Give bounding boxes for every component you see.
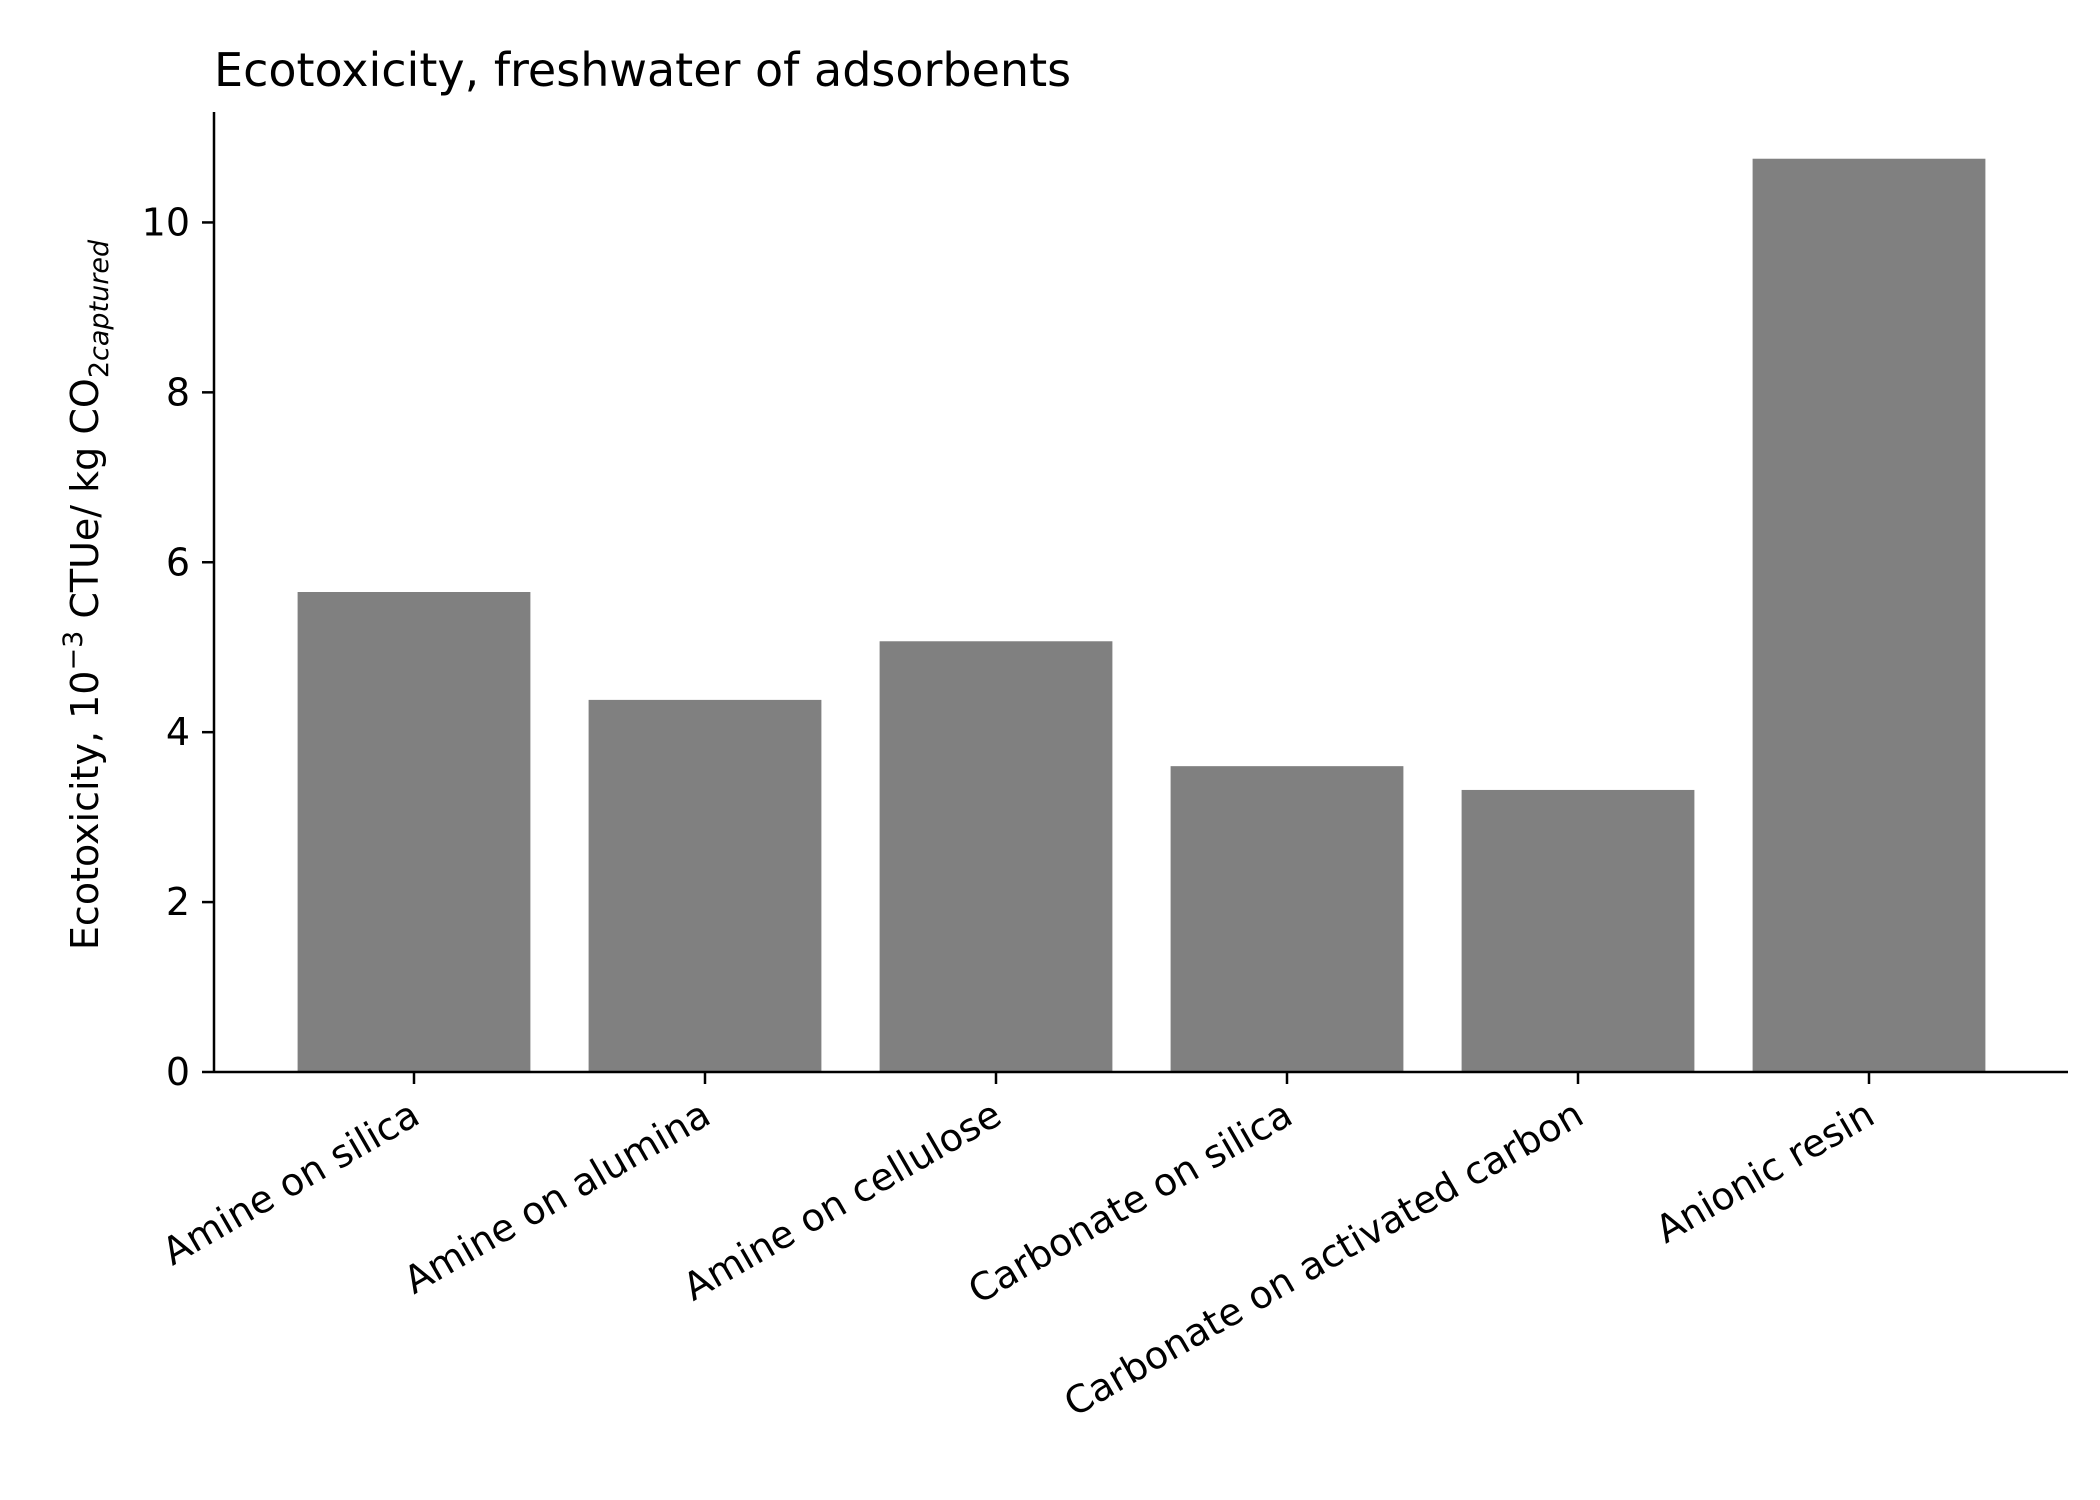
bar-2 [588,699,822,1072]
y-axis-label-subscript-italic: captured [84,239,115,361]
bars-group [297,158,1986,1073]
y-tick-label-6: 6 [166,540,190,584]
y-ticks-group: 0 2 4 6 8 10 [142,200,214,1094]
y-tick-label-0: 0 [166,1050,190,1094]
x-tick-label-5: Carbonate on activated carbon [1057,1092,1591,1426]
y-tick-label-2: 2 [166,880,190,924]
x-tick-label-3: Amine on cellulose [676,1092,1009,1310]
y-tick-label-4: 4 [166,710,190,754]
y-tick-label-8: 8 [166,370,190,414]
y-axis-label-unit: CTUe/ kg CO [63,378,107,631]
bar-3 [879,641,1113,1072]
bar-1 [297,592,531,1072]
chart-title: Ecotoxicity, freshwater of adsorbents [214,43,1071,97]
y-axis-label-exponent: −3 [58,631,89,671]
x-tick-label-2: Amine on alumina [396,1092,717,1303]
y-axis-label-subscript-number: 2 [84,361,115,378]
bar-4 [1170,766,1404,1072]
y-tick-label-10: 10 [142,200,190,244]
bar-6 [1752,158,1986,1073]
y-axis-label-group: Ecotoxicity, 10−3 CTUe/ kg CO2captured [58,239,115,950]
y-axis-label-main: Ecotoxicity, 10 [63,671,107,951]
bar-5 [1461,789,1695,1072]
y-axis-label: Ecotoxicity, 10−3 CTUe/ kg CO2captured [58,239,115,950]
x-tick-label-1: Amine on silica [155,1092,427,1274]
axes-group [212,112,2068,1074]
x-tick-label-6: Anionic resin [1648,1092,1881,1252]
